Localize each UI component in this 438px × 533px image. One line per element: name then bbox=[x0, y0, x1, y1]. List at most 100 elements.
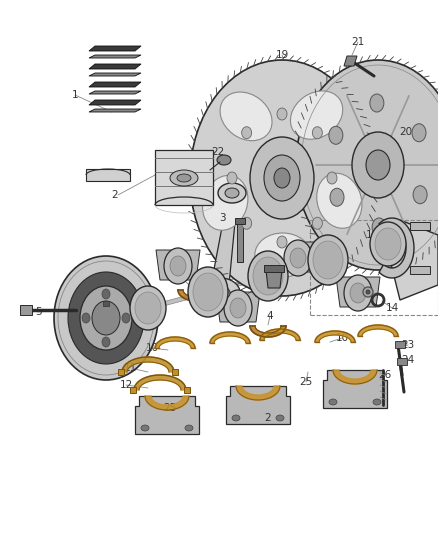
Ellipse shape bbox=[255, 233, 311, 277]
Ellipse shape bbox=[185, 425, 193, 431]
Polygon shape bbox=[184, 387, 190, 393]
Polygon shape bbox=[397, 358, 407, 365]
Ellipse shape bbox=[210, 286, 230, 300]
Ellipse shape bbox=[352, 132, 404, 198]
Ellipse shape bbox=[82, 313, 90, 323]
Polygon shape bbox=[395, 341, 405, 348]
Text: 26: 26 bbox=[378, 370, 392, 380]
Text: 20: 20 bbox=[399, 127, 413, 137]
Text: 17: 17 bbox=[387, 240, 401, 250]
Polygon shape bbox=[89, 73, 141, 76]
Text: 23: 23 bbox=[401, 340, 415, 350]
Polygon shape bbox=[333, 370, 377, 384]
Ellipse shape bbox=[232, 415, 240, 421]
Polygon shape bbox=[260, 329, 300, 340]
Polygon shape bbox=[236, 386, 280, 400]
Polygon shape bbox=[235, 218, 245, 224]
Text: 3: 3 bbox=[219, 213, 225, 223]
Text: 18: 18 bbox=[365, 230, 378, 240]
Text: 4: 4 bbox=[179, 273, 185, 283]
Polygon shape bbox=[103, 301, 109, 306]
Ellipse shape bbox=[190, 60, 374, 296]
Text: 7: 7 bbox=[265, 267, 271, 277]
Text: 25: 25 bbox=[300, 377, 313, 387]
Polygon shape bbox=[323, 370, 387, 408]
Ellipse shape bbox=[220, 92, 272, 141]
Ellipse shape bbox=[276, 415, 284, 421]
Polygon shape bbox=[20, 305, 32, 315]
Ellipse shape bbox=[363, 287, 373, 297]
Ellipse shape bbox=[54, 256, 158, 380]
Ellipse shape bbox=[284, 240, 312, 276]
Polygon shape bbox=[155, 337, 195, 348]
Ellipse shape bbox=[202, 175, 248, 230]
Polygon shape bbox=[140, 292, 216, 308]
Ellipse shape bbox=[308, 235, 348, 285]
Ellipse shape bbox=[170, 170, 198, 186]
Polygon shape bbox=[86, 169, 130, 181]
Ellipse shape bbox=[230, 298, 246, 318]
Text: 19: 19 bbox=[276, 50, 289, 60]
Polygon shape bbox=[276, 242, 320, 272]
Ellipse shape bbox=[312, 127, 322, 139]
Ellipse shape bbox=[372, 218, 386, 236]
Text: 4: 4 bbox=[267, 311, 273, 321]
Polygon shape bbox=[250, 326, 286, 337]
Polygon shape bbox=[216, 292, 260, 322]
Text: 1: 1 bbox=[72, 90, 78, 100]
Text: 2: 2 bbox=[265, 413, 271, 423]
Text: 24: 24 bbox=[401, 355, 415, 365]
Polygon shape bbox=[178, 290, 214, 301]
Ellipse shape bbox=[413, 185, 427, 204]
Ellipse shape bbox=[264, 155, 300, 201]
Ellipse shape bbox=[193, 273, 223, 311]
Polygon shape bbox=[410, 222, 430, 230]
Ellipse shape bbox=[330, 188, 344, 206]
Text: 21: 21 bbox=[351, 37, 364, 47]
Ellipse shape bbox=[242, 217, 252, 229]
Ellipse shape bbox=[170, 256, 186, 276]
Ellipse shape bbox=[313, 241, 343, 279]
Polygon shape bbox=[156, 250, 200, 280]
Ellipse shape bbox=[102, 337, 110, 347]
Polygon shape bbox=[200, 278, 240, 293]
Polygon shape bbox=[336, 277, 380, 307]
Text: 11: 11 bbox=[124, 363, 137, 373]
Polygon shape bbox=[237, 222, 243, 262]
Text: 6: 6 bbox=[97, 327, 103, 337]
Ellipse shape bbox=[200, 278, 240, 308]
Polygon shape bbox=[344, 56, 357, 66]
Ellipse shape bbox=[329, 126, 343, 144]
Ellipse shape bbox=[188, 267, 228, 317]
Polygon shape bbox=[390, 220, 438, 300]
Ellipse shape bbox=[277, 108, 287, 120]
Ellipse shape bbox=[344, 275, 372, 311]
Polygon shape bbox=[89, 82, 141, 87]
Ellipse shape bbox=[290, 91, 343, 139]
Ellipse shape bbox=[370, 94, 384, 112]
Polygon shape bbox=[200, 276, 276, 292]
Ellipse shape bbox=[412, 124, 426, 142]
Polygon shape bbox=[172, 369, 178, 375]
Ellipse shape bbox=[373, 399, 381, 405]
Text: 5: 5 bbox=[35, 307, 41, 317]
Polygon shape bbox=[155, 150, 213, 205]
Text: 16: 16 bbox=[350, 280, 363, 290]
Polygon shape bbox=[264, 265, 284, 272]
Ellipse shape bbox=[80, 286, 132, 350]
Ellipse shape bbox=[290, 248, 306, 268]
Text: 14: 14 bbox=[385, 303, 399, 313]
Text: 25: 25 bbox=[163, 403, 177, 413]
Ellipse shape bbox=[248, 251, 288, 301]
Ellipse shape bbox=[102, 289, 110, 299]
Ellipse shape bbox=[375, 228, 401, 260]
Ellipse shape bbox=[130, 286, 166, 330]
Ellipse shape bbox=[164, 248, 192, 284]
Polygon shape bbox=[89, 46, 141, 51]
Ellipse shape bbox=[317, 173, 362, 228]
Polygon shape bbox=[379, 218, 414, 278]
Polygon shape bbox=[135, 396, 199, 434]
Text: 15: 15 bbox=[311, 243, 325, 253]
Polygon shape bbox=[89, 109, 141, 112]
Ellipse shape bbox=[177, 174, 191, 182]
